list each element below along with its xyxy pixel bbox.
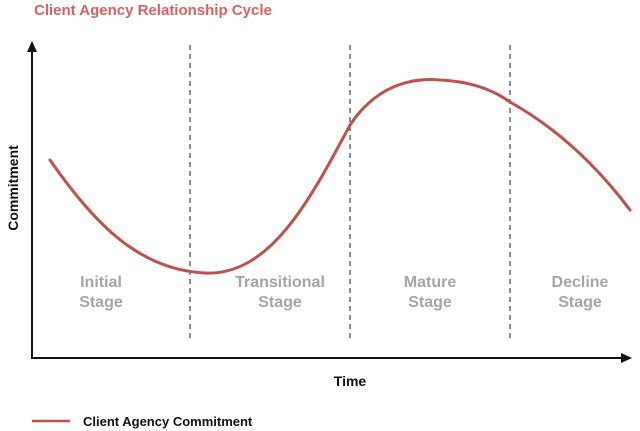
commitment-curve bbox=[48, 78, 632, 275]
x-axis-arrowhead bbox=[621, 353, 632, 363]
diagram-title: Client Agency Relationship Cycle bbox=[34, 2, 272, 19]
y-axis-label: Commitment bbox=[5, 145, 21, 231]
stage-label-mature-line2: Stage bbox=[408, 294, 452, 311]
stage-label-transitional-line2: Stage bbox=[258, 294, 302, 311]
stage-label-transitional-line1: Transitional bbox=[235, 274, 325, 291]
stage-label-mature-line1: Mature bbox=[404, 274, 457, 291]
legend-label: Client Agency Commitment bbox=[83, 414, 253, 429]
stage-label-initial-line1: Initial bbox=[80, 274, 122, 291]
y-axis-arrowhead bbox=[27, 41, 37, 52]
stage-label-decline-line2: Stage bbox=[558, 294, 602, 311]
stage-label-decline-line1: Decline bbox=[552, 274, 609, 291]
x-axis-label: Time bbox=[334, 373, 367, 389]
stage-label-initial-line2: Stage bbox=[79, 294, 123, 311]
